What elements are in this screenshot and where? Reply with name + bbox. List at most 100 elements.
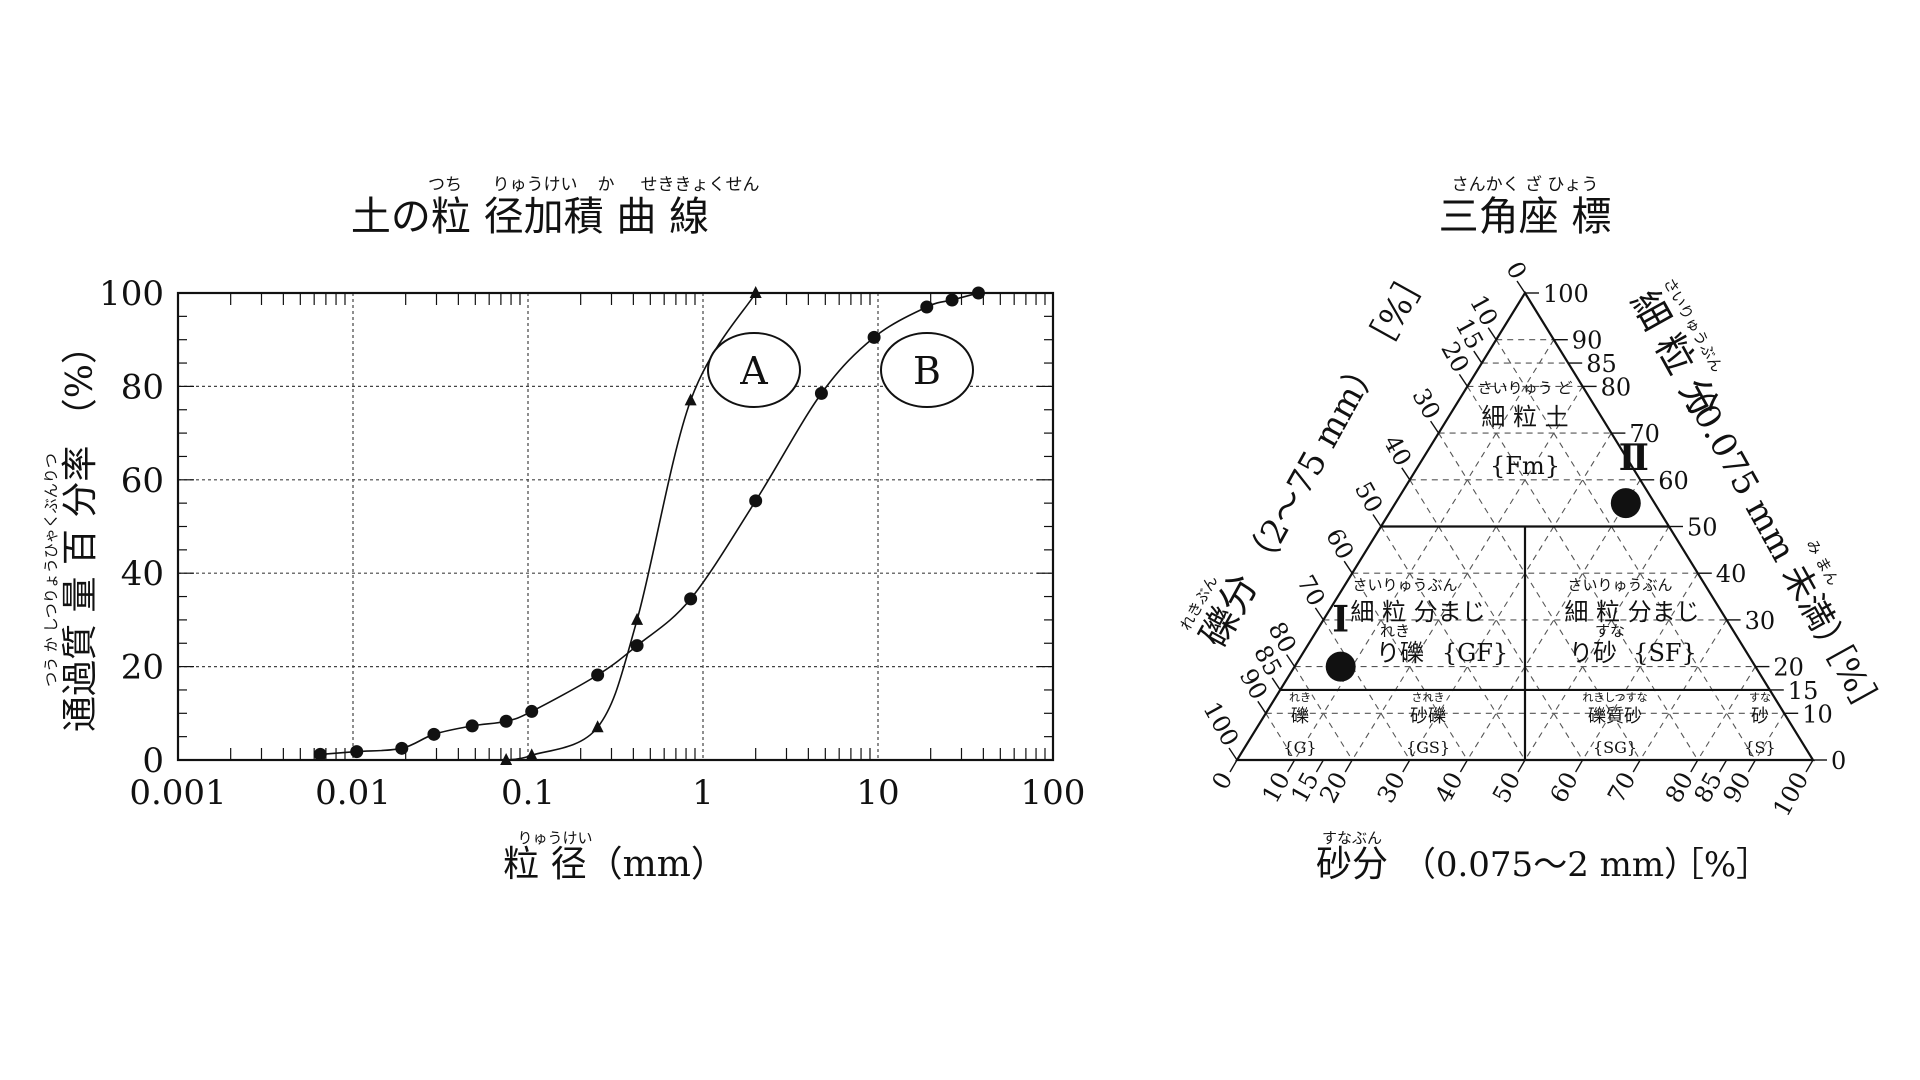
zone-sf-label-1: 細 粒 分まじ — [1564, 598, 1699, 626]
fine-tick-label: 10 — [1802, 700, 1833, 728]
zone-gf-label-2: り礫 — [1376, 639, 1424, 667]
sand-axis-sublabel: （0.075〜2 mm） — [1402, 845, 1698, 885]
gravel-tick — [1228, 747, 1238, 761]
gravel-tick — [1286, 654, 1296, 667]
zone-fm-label: 細 粒 土 — [1481, 403, 1568, 431]
y-axis-label-group: 通過質 量 百 分率 （%） つう か しつりょうひゃくぶんりつ — [42, 328, 101, 732]
series-b-line — [320, 292, 979, 756]
x-tick-label: 100 — [1021, 773, 1086, 813]
ternary-title: 三角座 標 — [1439, 194, 1612, 240]
grid-sand-line — [1524, 526, 1670, 761]
sand-tick-label: 50 — [1487, 767, 1526, 807]
sample-point-2 — [1610, 488, 1641, 519]
series-b-point — [499, 714, 513, 728]
zone-gf-label-1: 細 粒 分まじ — [1350, 598, 1485, 626]
series-b-point — [395, 741, 409, 755]
grid-gravel-line — [1351, 572, 1468, 761]
sand-tick — [1805, 759, 1814, 773]
series-b-point — [350, 745, 364, 759]
gravel-tick — [1372, 514, 1382, 527]
sand-tick — [1459, 759, 1469, 773]
series-b-point — [525, 704, 539, 718]
zone-s-label: 砂 — [1751, 706, 1769, 727]
sand-tick — [1632, 759, 1641, 773]
gravel-tick-label: 100 — [1198, 697, 1245, 751]
grid-gravel-line — [1294, 666, 1353, 761]
grid-gravel-line — [1438, 432, 1641, 761]
zone-sf-ruby: さいりゅうぶん — [1567, 576, 1672, 594]
series-b-point — [971, 286, 985, 300]
series-b-label: B — [913, 349, 941, 393]
grading-curve-chart: 土の粒 径加積 曲 線 つち りゅうけいかせききょくせん 0.001 0.01 0.1… — [42, 175, 1085, 885]
zone-sf-ruby-2: すな — [1595, 622, 1625, 640]
zone-g-label: 礫 — [1291, 706, 1309, 727]
fine-tick-label: 85 — [1586, 350, 1617, 378]
sand-tick-label: 20 — [1314, 767, 1353, 807]
grid-sand-line — [1351, 386, 1584, 761]
y-tick-label: 80 — [121, 367, 164, 407]
grading-title-ruby-1: りゅうけい — [493, 175, 578, 195]
zone-gf-code: {GF} — [1442, 639, 1508, 667]
sand-tick — [1315, 759, 1325, 773]
gravel-tick — [1314, 607, 1324, 621]
grading-chart-title-ruby: つち りゅうけいか せききょくせん — [428, 175, 760, 195]
series-b-point — [749, 494, 763, 508]
sand-tick-label: 60 — [1545, 767, 1584, 807]
gravel-tick — [1430, 420, 1440, 434]
y-tick-label: 0 — [142, 741, 164, 781]
sand-tick — [1229, 759, 1238, 773]
grading-chart-title: 土の粒 径加積 曲 線 — [351, 194, 709, 240]
sand-tick-label: 100 — [1768, 767, 1815, 821]
ternary-frame — [1235, 290, 1815, 762]
sand-tick — [1286, 759, 1296, 773]
ternary-points: ⅠⅡ — [1325, 437, 1649, 682]
grading-minor-ticks — [178, 292, 1053, 761]
zone-gs-label: 砂礫 — [1410, 706, 1446, 727]
sand-tick-label: 40 — [1429, 767, 1468, 807]
sand-tick — [1344, 759, 1353, 773]
grid-sand-line — [1754, 713, 1785, 761]
ternary-diagram: さんかく ざ ひょう 三角座 標 10090858070605040302015… — [1177, 174, 1893, 885]
series-a-label-ellipse — [707, 332, 801, 408]
y-tick-label: 40 — [121, 554, 164, 594]
sample-point-label-2: Ⅱ — [1619, 437, 1649, 479]
gravel-tick — [1257, 700, 1267, 714]
sand-tick — [1574, 759, 1584, 773]
sand-axis-label: 砂分 — [1316, 844, 1388, 885]
fine-tick-label: 60 — [1658, 467, 1689, 495]
series-a-point — [591, 720, 604, 733]
y-tick-label: 20 — [121, 648, 164, 688]
x-tick-label: 0.1 — [501, 773, 555, 813]
x-tick-label: 0.01 — [315, 773, 391, 813]
grading-title-ruby-2: か — [598, 175, 615, 195]
sand-tick — [1718, 759, 1728, 773]
gravel-tick — [1473, 350, 1483, 364]
series-b-label-ellipse — [880, 332, 974, 408]
gravel-axis-sublabel: （2〜75 mm） — [1236, 349, 1388, 580]
gravel-tick-label: 0 — [1500, 257, 1532, 284]
zone-s-code: {S} — [1744, 738, 1775, 757]
series-b-point — [684, 592, 698, 606]
x-tick-label: 1 — [692, 773, 714, 813]
grading-title-ruby-3: せききょくせん — [641, 175, 760, 195]
gravel-tick-label: 40 — [1378, 430, 1417, 470]
grading-y-tick-labels: 0 20 40 60 80 100 — [99, 274, 164, 781]
gravel-tick-label: 30 — [1407, 384, 1446, 424]
fine-tick-label: 20 — [1773, 654, 1804, 682]
sand-tick — [1402, 759, 1411, 773]
y-tick-label: 100 — [99, 274, 164, 314]
series-b-point — [920, 300, 934, 314]
fine-tick-label: 0 — [1831, 747, 1846, 775]
zone-gf-ruby-2: れき — [1380, 622, 1410, 640]
grid-gravel-line — [1380, 526, 1526, 761]
series-b-point — [591, 668, 605, 682]
fine-tick-label: 30 — [1745, 607, 1776, 635]
series-b-point — [465, 719, 479, 733]
sand-axis-unit: ［%］ — [1670, 845, 1770, 885]
sand-tick — [1517, 759, 1526, 773]
y-axis-label-ruby: つう か しつりょうひゃくぶんりつ — [42, 453, 60, 687]
fine-tick-label: 80 — [1601, 373, 1632, 401]
series-a-point — [684, 393, 697, 406]
